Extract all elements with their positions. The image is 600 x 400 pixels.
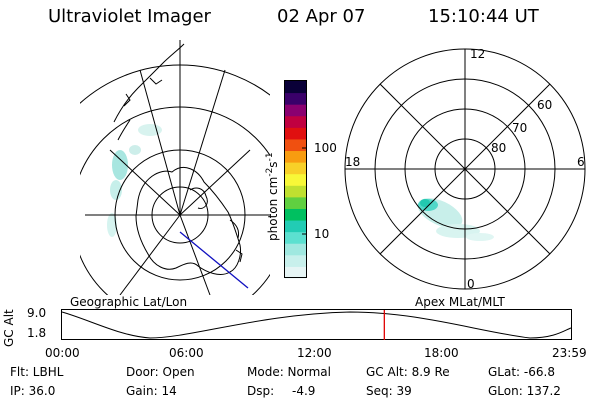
colorbar-cell (285, 196, 306, 209)
colorbar-tick-100: 100 (314, 141, 337, 155)
glat-readout: GLat: -66.8 (488, 365, 555, 379)
glon-readout: GLon: 137.2 (488, 384, 561, 398)
altitude-timeline (61, 309, 572, 340)
colorbar-cell (285, 92, 306, 105)
time-tick-0: 00:00 (45, 346, 80, 360)
dsp-value: -4.9 (292, 384, 316, 398)
time-tick-2: 12:00 (297, 346, 332, 360)
colorbar-cell (285, 266, 306, 279)
magnetic-map (344, 48, 586, 290)
colorbar-cell (285, 81, 306, 94)
filter-readout: Flt: LBHL (10, 365, 64, 379)
time-tick-1: 06:00 (169, 346, 204, 360)
altitude-tick-bottom: 1.8 (27, 326, 47, 340)
colorbar-cell (285, 220, 306, 233)
colorbar-cell (285, 254, 306, 267)
lat-80-label: 80 (491, 141, 507, 155)
altitude-axis-label: GC Alt (2, 309, 16, 347)
colorbar-cell (285, 127, 306, 140)
aurora-emission-left (107, 124, 162, 237)
dsp-label: Dsp: (247, 384, 275, 398)
intensity-colorbar (284, 80, 307, 279)
time-tick-3: 18:00 (424, 346, 459, 360)
colorbar-cell (285, 138, 306, 152)
gain-readout: Gain: 14 (126, 384, 177, 398)
colorbar-cell (285, 104, 306, 117)
mlt-12-label: 12 (470, 47, 486, 61)
geographic-map-title: Geographic Lat/Lon (70, 295, 188, 309)
colorbar-cell (285, 208, 306, 221)
seq-readout: Seq: 39 (366, 384, 412, 398)
colorbar-cell (285, 185, 306, 198)
colorbar-cell (285, 243, 306, 256)
gc-alt-readout: GC Alt: 8.9 Re (366, 365, 450, 379)
geographic-map (80, 40, 270, 295)
lat-60-label: 60 (537, 98, 553, 112)
ip-readout: IP: 36.0 (10, 384, 56, 398)
mlt-18-label: 18 (345, 155, 361, 169)
lat-70-label: 70 (512, 121, 528, 135)
altitude-tick-top: 9.0 (27, 306, 47, 320)
magnetic-map-title: Apex MLat/MLT (415, 295, 505, 309)
colorbar-cell (285, 173, 306, 186)
header-time: 15:10:44 UT (428, 6, 539, 27)
colorbar-cell (285, 150, 306, 163)
colorbar-cell (285, 115, 306, 128)
mlt-6-label: 6 (577, 155, 585, 169)
aurora-emission-right (417, 198, 494, 241)
colorbar-cell (285, 162, 306, 175)
header-date: 02 Apr 07 (277, 6, 366, 27)
colorbar-tick-10: 10 (314, 227, 330, 241)
time-tick-4: 23:59 (552, 346, 587, 360)
colorbar-label: photon cm-2s-1 (265, 152, 280, 241)
mode-readout: Mode: Normal (247, 365, 331, 379)
mlt-0-label: 0 (467, 277, 475, 291)
colorbar-cell (285, 231, 306, 244)
instrument-title: Ultraviolet Imager (48, 6, 211, 27)
door-readout: Door: Open (126, 365, 195, 379)
